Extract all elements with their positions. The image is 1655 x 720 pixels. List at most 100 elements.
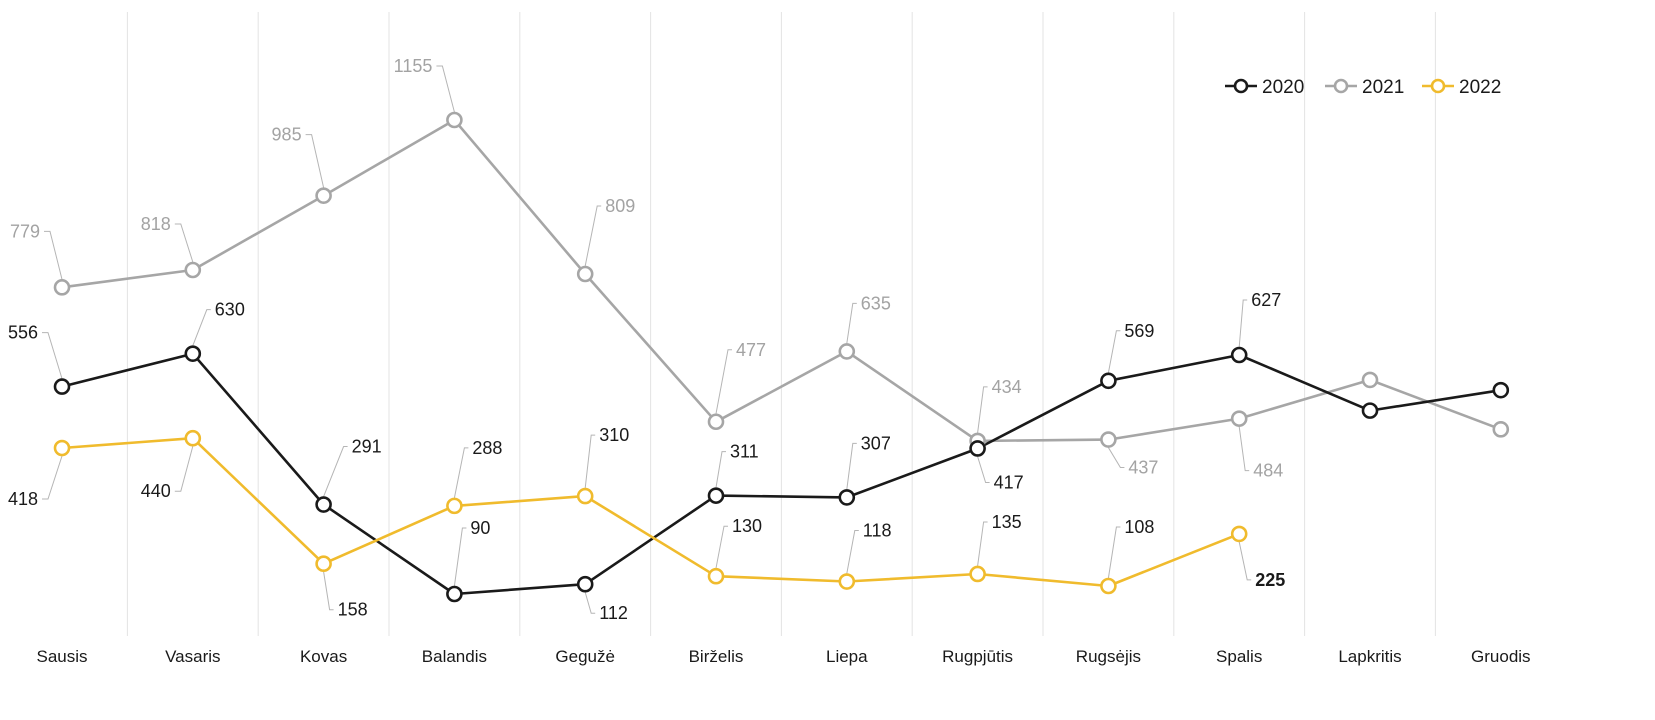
data-point-2020 [315,496,332,513]
x-tick-label: Kovas [300,647,347,666]
data-point-2020 [707,487,725,504]
leader-line [323,446,348,497]
leader-line [453,447,469,498]
x-tick-label: Gegužė [555,647,615,666]
leader-line [584,205,602,267]
data-label-2022: 418 [8,489,38,509]
leader-line [1238,541,1252,581]
data-point-2020 [446,585,463,603]
data-labels: 779 818 985 1155 809 477 635 434 437 484 556 630 291… [8,56,1285,623]
data-point-2021 [184,261,202,279]
data-point-2021 [576,265,594,283]
data-label-2022: 135 [992,512,1022,532]
data-label-2021: 985 [272,125,302,145]
data-point-2020 [1100,372,1117,390]
data-label-2020: 307 [861,433,891,453]
leader-line [1238,426,1250,472]
data-point-2021 [707,413,725,431]
leader-line [977,456,990,483]
data-point-2022 [446,497,463,515]
label-leader-lines [42,65,1252,614]
data-point-2022 [53,439,71,457]
data-point-2022 [1230,525,1248,543]
leader-line [977,521,988,567]
legend-label-2022: 2022 [1459,77,1501,98]
leader-line [715,451,726,488]
leader-line [174,446,194,492]
data-point-2021 [838,343,856,360]
data-label-2020: 417 [994,472,1024,492]
data-label-2020: 90 [470,518,490,538]
data-label-2021: 809 [605,196,635,216]
data-point-2021 [1492,421,1510,438]
leader-line [846,442,857,490]
data-label-2021: 434 [992,377,1022,397]
leader-line [715,349,732,414]
leader-line [1238,299,1248,348]
x-tick-label: Spalis [1216,647,1262,666]
data-point-2020 [53,378,71,395]
data-point-2022 [576,487,594,505]
leader-line [1107,330,1121,373]
data-point-2020 [576,575,594,593]
leader-line [846,302,857,344]
x-tick-label: Sausis [36,647,87,666]
leader-line [584,592,596,614]
legend-swatch-marker [1233,78,1249,94]
data-point-2021 [1230,410,1248,427]
x-tick-label: Balandis [422,647,487,666]
series-line-2022 [61,436,1240,588]
data-label-2022: 440 [141,481,171,501]
legend: 2020 2021 2022 [1225,77,1501,98]
x-tick-label: Vasaris [165,647,220,666]
data-point-2021 [1361,371,1379,389]
leader-line [453,527,467,587]
leader-line [44,230,63,280]
leader-line [305,134,325,188]
data-label-2021: 437 [1128,458,1158,478]
data-point-2022 [184,429,202,447]
data-point-2022 [315,555,332,573]
leader-line [192,309,211,346]
data-label-2021: 1155 [394,56,433,76]
series-markers [53,111,1510,603]
leader-line [715,525,728,569]
data-label-2020: 112 [599,603,628,623]
leader-line [42,332,63,379]
data-point-2020 [1361,402,1379,419]
data-point-2020 [184,345,202,362]
data-label-2022: 310 [599,425,629,445]
x-axis-ticks: Sausis Vasaris Kovas Balandis Gegužė Birželis… [36,647,1530,666]
data-point-2022 [838,573,856,590]
series-line-2020 [61,352,1502,596]
data-point-2020 [838,489,856,506]
data-point-2021 [53,279,71,296]
data-label-2021: 484 [1253,461,1283,481]
data-label-2020: 630 [215,300,245,320]
leader-line [323,571,334,611]
leader-line [1107,526,1121,579]
data-point-2022 [969,565,986,583]
legend-label-2020: 2020 [1262,77,1304,98]
x-tick-label: Lapkritis [1338,647,1401,666]
leader-line [846,530,859,574]
data-label-2020: 291 [352,437,382,457]
data-label-2020: 311 [730,442,759,462]
data-point-2020 [1230,346,1248,364]
series-lines [61,118,1502,596]
data-label-2021: 635 [861,293,891,313]
x-tick-label: Birželis [689,647,744,666]
data-label-2022: 288 [472,438,502,458]
data-label-2021: 818 [141,214,171,234]
leader-line [174,223,194,263]
leader-line [584,434,596,489]
data-label-2022: 158 [338,600,368,620]
data-point-2021 [315,187,332,204]
series-line-2021 [61,118,1502,443]
data-point-2021 [446,111,463,129]
x-tick-label: Liepa [826,647,868,666]
vertical-grid [126,12,1436,636]
data-point-2021 [1100,431,1117,448]
data-label-2020: 556 [8,323,38,343]
